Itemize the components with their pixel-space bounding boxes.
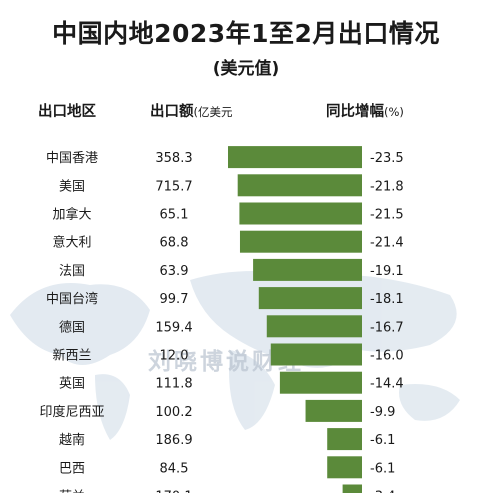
value-label: -21.4: [370, 236, 404, 251]
bar: [342, 484, 362, 493]
bar: [279, 371, 362, 394]
category-label: 英国: [59, 377, 85, 392]
amount-label: 12.0: [160, 349, 189, 364]
value-label: -18.1: [370, 292, 404, 307]
header-amount-label: 出口额: [150, 104, 194, 120]
header-yoy: 同比增幅(%): [326, 100, 404, 121]
bar: [239, 230, 362, 253]
category-label: 越南: [59, 432, 85, 448]
category-label: 美国: [59, 179, 85, 194]
amount-label: 170.1: [155, 490, 192, 493]
amount-label: 186.9: [155, 433, 192, 448]
category-label: 加拿大: [52, 207, 91, 223]
world-map-background: [10, 271, 460, 440]
chart-title: 中国内地2023年1至2月出口情况: [52, 19, 440, 48]
value-label: -23.5: [370, 151, 404, 166]
header-region: 出口地区: [38, 100, 96, 121]
bar: [305, 399, 362, 422]
bar: [228, 146, 362, 169]
amount-label: 111.8: [155, 377, 192, 392]
bar: [239, 202, 362, 225]
amount-label: 63.9: [160, 264, 189, 279]
value-label: -21.8: [370, 179, 404, 194]
bar: [253, 258, 362, 281]
value-label: -14.4: [370, 377, 404, 392]
bar: [327, 428, 362, 451]
category-label: 印度尼西亚: [39, 404, 104, 420]
header-yoy-label: 同比增幅: [326, 104, 384, 120]
category-label: 德国: [59, 320, 85, 335]
value-label: -19.1: [370, 264, 404, 279]
bar: [270, 343, 362, 366]
amount-label: 159.4: [155, 320, 192, 335]
category-label: 新西兰: [52, 348, 91, 364]
value-label: -21.5: [370, 208, 404, 223]
category-label: 巴西: [59, 461, 85, 476]
category-label: 中国香港: [46, 151, 98, 166]
bar: [327, 456, 362, 479]
value-label: -6.1: [370, 461, 395, 476]
bar: [258, 287, 362, 310]
header-yoy-unit: (%): [384, 105, 404, 119]
category-label: 意大利: [52, 235, 91, 251]
value-label: -16.7: [370, 320, 404, 335]
header-amount-unit: (亿美元: [193, 105, 233, 119]
category-label: 荷兰: [59, 490, 85, 493]
value-label: -9.9: [370, 405, 395, 420]
amount-label: 715.7: [155, 179, 192, 194]
bar: [237, 174, 362, 197]
value-label: -16.0: [370, 349, 404, 364]
amount-label: 358.3: [155, 151, 192, 166]
header-region-label: 出口地区: [38, 104, 96, 120]
category-label: 法国: [59, 264, 85, 279]
amount-label: 68.8: [160, 236, 189, 251]
amount-label: 84.5: [160, 461, 189, 476]
value-label: -3.4: [370, 490, 395, 493]
amount-label: 65.1: [160, 208, 189, 223]
category-label: 中国台湾: [46, 291, 98, 307]
bar: [266, 315, 362, 338]
amount-label: 99.7: [160, 292, 189, 307]
amount-label: 100.2: [155, 405, 192, 420]
chart-subtitle: (美元值): [212, 59, 280, 79]
value-label: -6.1: [370, 433, 395, 448]
header-amount: 出口额(亿美元: [150, 100, 233, 121]
